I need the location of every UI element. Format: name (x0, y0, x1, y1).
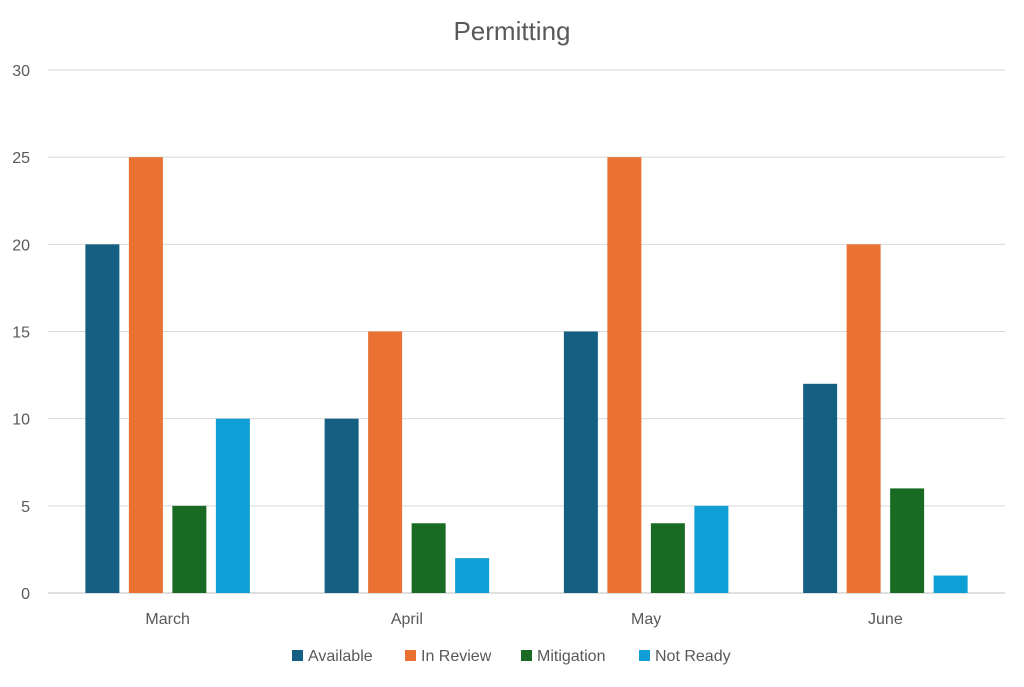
bar-in-review-june (846, 244, 881, 594)
bar-not-ready-june (933, 575, 968, 593)
legend-label: Not Ready (655, 648, 731, 665)
legend-swatch (405, 650, 416, 661)
bar-not-ready-april (455, 558, 490, 593)
bar-available-april (324, 418, 359, 593)
legend-item: Available (292, 648, 373, 665)
bar-not-ready-may (694, 505, 729, 593)
legend-item: In Review (405, 648, 492, 665)
legend-item: Not Ready (639, 648, 731, 665)
bar-mitigation-march (172, 505, 207, 593)
bar-available-june (803, 383, 838, 593)
legend-swatch (521, 650, 532, 661)
bar-available-march (85, 244, 120, 594)
bar-available-may (563, 331, 598, 593)
bar-mitigation-may (650, 523, 685, 593)
bar-not-ready-march (215, 418, 250, 593)
y-tick-label: 15 (12, 325, 30, 342)
legend-label: Mitigation (537, 648, 605, 665)
y-tick-label: 0 (21, 586, 30, 603)
chart-title: Permitting (453, 16, 570, 46)
bar-mitigation-april (411, 523, 446, 593)
legend-swatch (292, 650, 303, 661)
bar-mitigation-june (890, 488, 925, 593)
legend-label: Available (308, 648, 373, 665)
y-tick-label: 10 (12, 412, 30, 429)
x-tick-label: May (631, 611, 661, 628)
y-tick-label: 5 (21, 499, 30, 516)
legend-item: Mitigation (521, 648, 605, 665)
bar-in-review-march (128, 157, 163, 593)
x-tick-label: March (145, 611, 189, 628)
x-tick-label: April (391, 611, 423, 628)
legend-swatch (639, 650, 650, 661)
legend-label: In Review (421, 648, 492, 665)
bar-in-review-april (368, 331, 403, 593)
x-tick-label: June (868, 611, 903, 628)
y-tick-label: 25 (12, 150, 30, 167)
bar-in-review-may (607, 157, 642, 593)
y-tick-label: 30 (12, 63, 30, 80)
y-tick-label: 20 (12, 237, 30, 254)
